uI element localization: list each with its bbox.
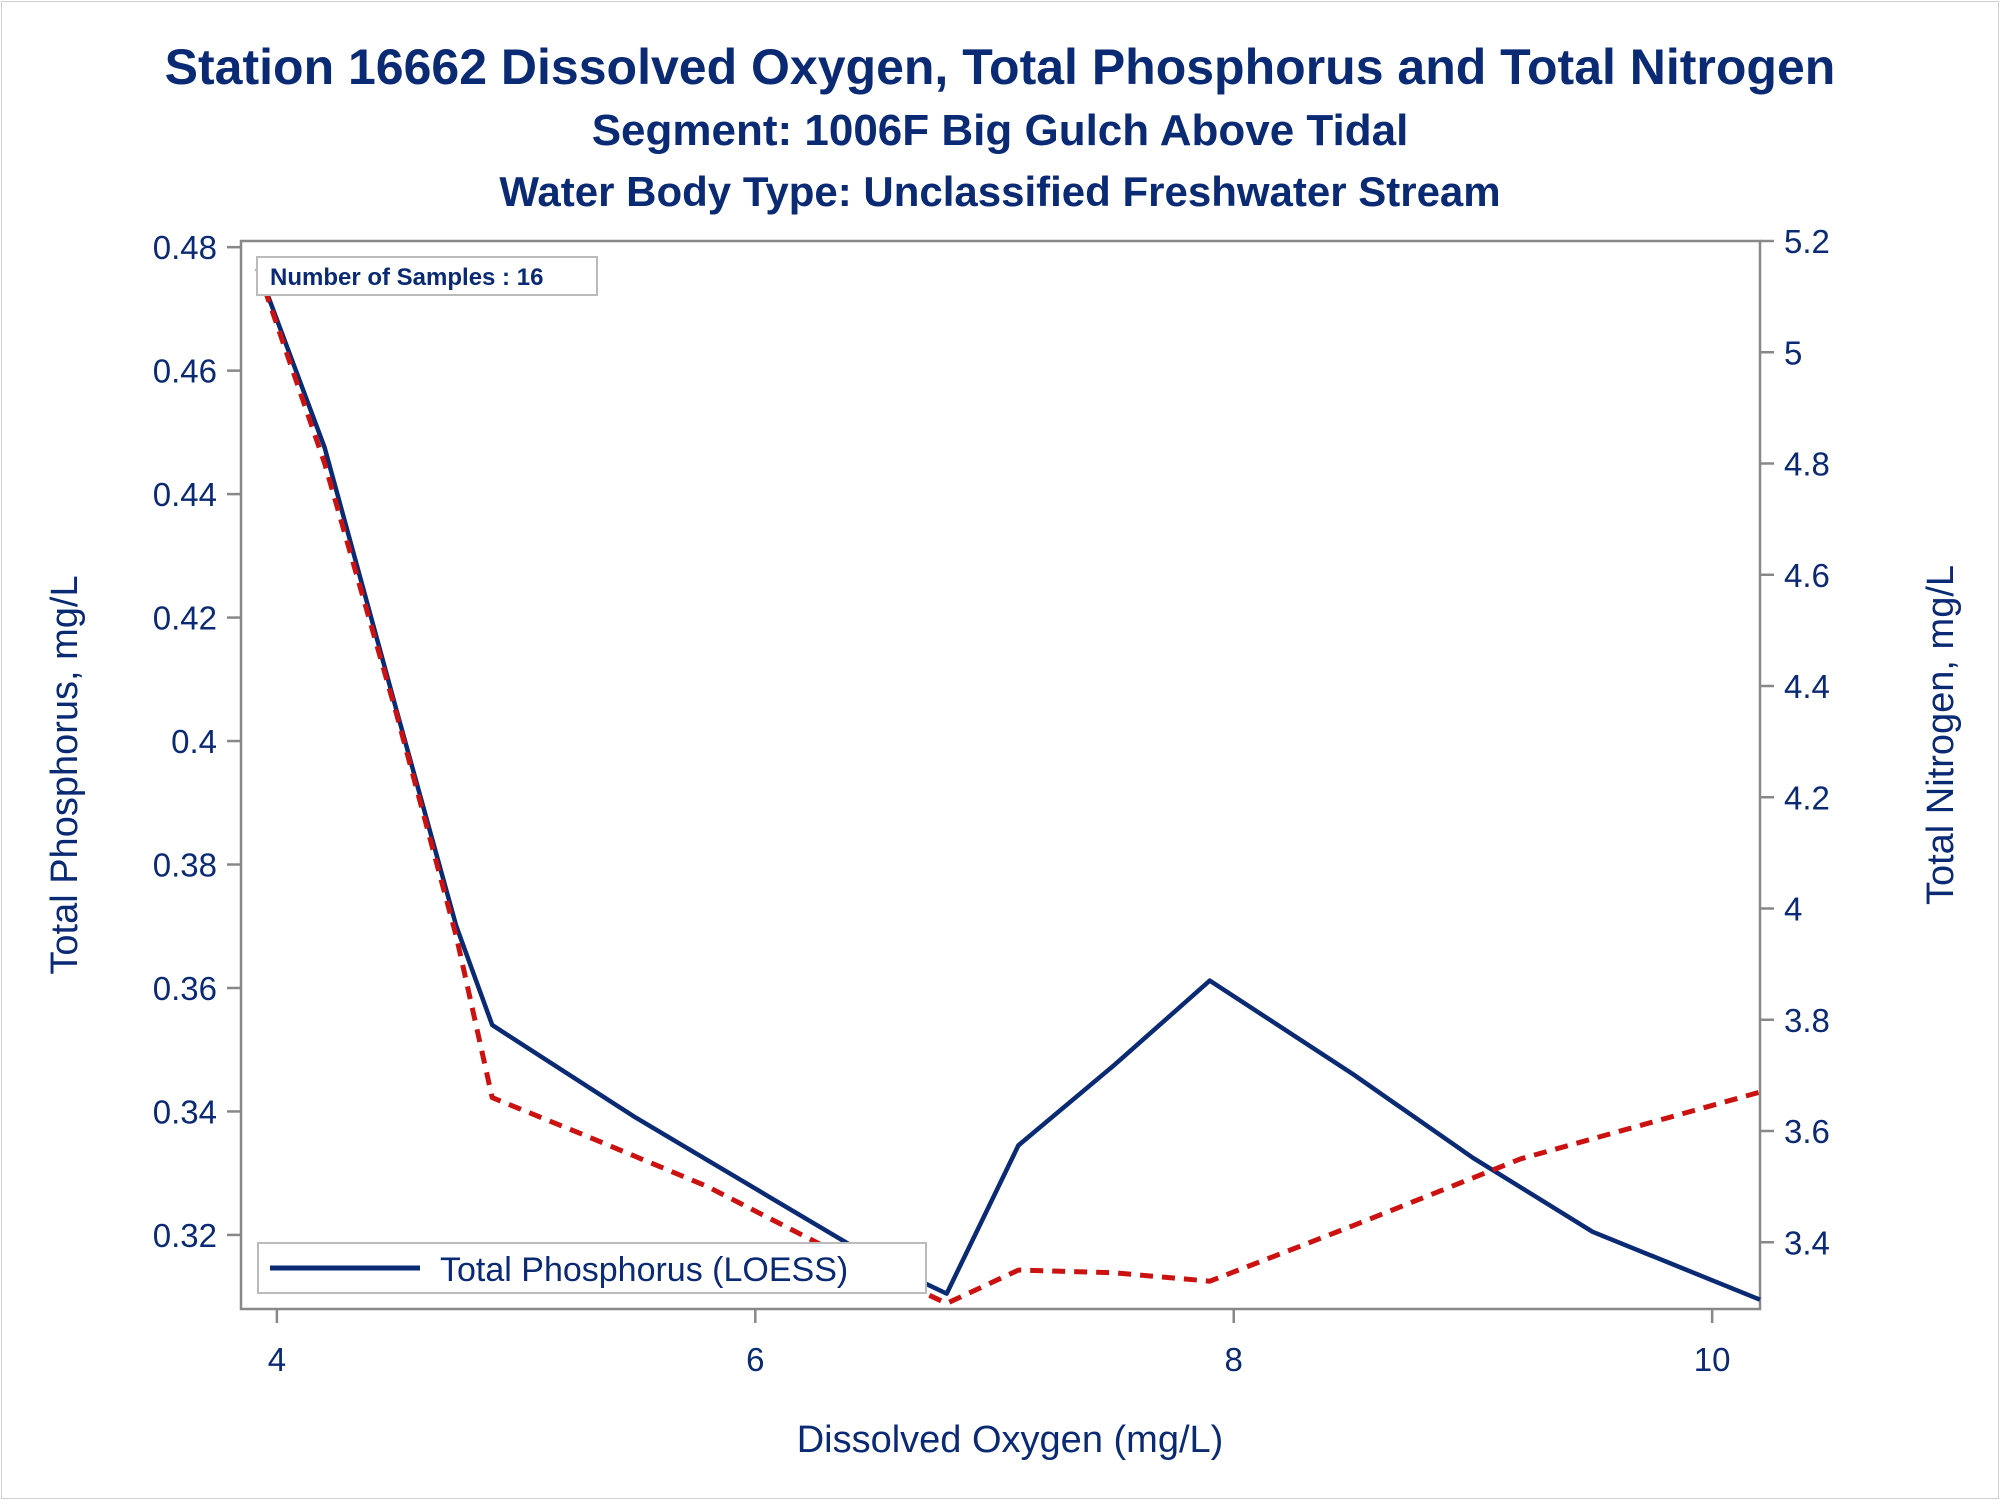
plot-area xyxy=(239,239,1762,1311)
y2-tick-label: 3.6 xyxy=(1784,1113,1830,1150)
y2-tick-label: 4.8 xyxy=(1784,446,1830,483)
y-tick-label: 0.38 xyxy=(153,847,217,884)
sample-count-text: Number of Samples : 16 xyxy=(270,264,543,291)
y-tick-label: 0.46 xyxy=(153,353,217,390)
x-axis-label: Dissolved Oxygen (mg/L) xyxy=(797,1419,1224,1461)
x-tick-label: 4 xyxy=(268,1341,286,1378)
y2-tick-label: 4.2 xyxy=(1784,779,1830,816)
y-tick-label: 0.34 xyxy=(153,1093,217,1130)
y-tick-label: 0.32 xyxy=(153,1217,217,1254)
y-tick-label: 0.48 xyxy=(153,229,217,266)
y-tick-label: 0.44 xyxy=(153,476,217,513)
chart-title: Station 16662 Dissolved Oxygen, Total Ph… xyxy=(164,39,1836,95)
series-lines xyxy=(255,267,1761,1306)
legend-label-phosphorus: Total Phosphorus (LOESS) xyxy=(440,1251,848,1289)
y2-tick-label: 4.4 xyxy=(1784,668,1830,705)
sample-count-box: Number of Samples : 16 xyxy=(256,256,598,296)
chart-subtitle-segment: Segment: 1006F Big Gulch Above Tidal xyxy=(591,106,1409,155)
y2-tick-label: 4 xyxy=(1784,891,1802,928)
y-tick-label: 0.42 xyxy=(153,600,217,637)
y2-tick-label: 4.6 xyxy=(1784,557,1830,594)
y2-tick-label: 3.8 xyxy=(1784,1002,1830,1039)
y2-tick-label: 5 xyxy=(1784,334,1802,371)
x-axis: 4 6 8 10 xyxy=(268,1309,1731,1378)
x-tick-label: 8 xyxy=(1225,1341,1243,1378)
y-tick-label: 0.36 xyxy=(153,970,217,1007)
series-line-nitrogen xyxy=(255,267,1761,1306)
y-axis-label: Total Phosphorus, mg/L xyxy=(44,575,86,974)
y-axis-right: 3.4 3.6 3.8 4 4.2 4.4 4.6 4.8 5 5.2 xyxy=(1760,223,1830,1261)
x-tick-label: 6 xyxy=(746,1341,764,1378)
series-line-phosphorus xyxy=(255,267,1761,1302)
chart-subtitle-waterbody: Water Body Type: Unclassified Freshwater… xyxy=(499,168,1501,215)
y2-tick-label: 3.4 xyxy=(1784,1224,1830,1261)
y-tick-label: 0.4 xyxy=(171,723,217,760)
y2-axis-label: Total Nitrogen, mg/L xyxy=(1920,565,1962,905)
x-tick-label: 10 xyxy=(1694,1341,1731,1378)
y2-tick-label: 5.2 xyxy=(1784,223,1830,260)
legend: Total Phosphorus (LOESS) xyxy=(257,1242,927,1294)
y-axis-left: 0.32 0.34 0.36 0.38 0.4 0.42 0.44 0.46 0.48 xyxy=(153,229,241,1254)
